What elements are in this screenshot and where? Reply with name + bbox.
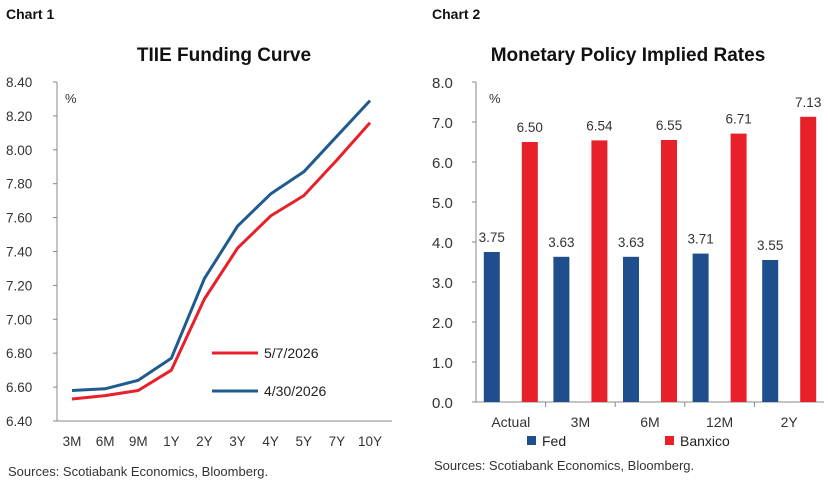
chart2-bar-banxico-1 bbox=[591, 140, 608, 402]
chart2-bar-fed-2 bbox=[623, 256, 639, 402]
chart1-title: TIIE Funding Curve bbox=[137, 45, 311, 66]
chart1-x-tick-label: 1Y bbox=[163, 434, 180, 449]
chart2-y-tick-label: 8.0 bbox=[432, 75, 453, 92]
chart2-x-tick-label: 12M bbox=[706, 414, 733, 430]
chart1-x-tick-label: 6M bbox=[96, 434, 115, 449]
chart2-legend-swatch-0 bbox=[527, 436, 536, 445]
chart2-y-tick-label: 2.0 bbox=[432, 315, 453, 332]
chart2-bar-fed-1 bbox=[553, 256, 570, 402]
chart2-x-tick-label: 6M bbox=[640, 414, 659, 430]
chart1-x-tick-label: 2Y bbox=[196, 434, 213, 449]
chart1-y-tick-label: 7.20 bbox=[6, 278, 32, 293]
chart1-x-tick-label: 10Y bbox=[358, 434, 382, 449]
chart2-y-tick-label: 1.0 bbox=[432, 355, 453, 372]
chart2-panel-label: Chart 2 bbox=[432, 6, 481, 22]
chart2-legend-label-1: Banxico bbox=[680, 433, 730, 449]
chart2-y-tick-label: 5.0 bbox=[432, 195, 453, 212]
chart2-x-tick-label: Actual bbox=[491, 414, 530, 430]
chart1-y-tick-label: 8.00 bbox=[6, 143, 32, 158]
chart2-legend-swatch-1 bbox=[665, 436, 674, 445]
chart2-y-unit: % bbox=[489, 91, 501, 106]
chart1-y-tick-label: 6.40 bbox=[6, 414, 32, 429]
chart1-series-line-1 bbox=[71, 99, 372, 392]
chart2-data-label-banxico-2: 6.55 bbox=[656, 118, 682, 133]
chart1-x-tick-label: 3M bbox=[63, 434, 82, 449]
chart2-source-note: Sources: Scotiabank Economics, Bloomberg… bbox=[434, 458, 695, 473]
chart1-series-line-0 bbox=[71, 121, 372, 401]
chart2-data-label-banxico-3: 6.71 bbox=[725, 112, 751, 127]
chart2-bar-fed-3 bbox=[692, 253, 709, 402]
chart2-bar-banxico-3 bbox=[730, 133, 747, 402]
chart2-y-tick-label: 3.0 bbox=[432, 275, 453, 292]
chart1-x-tick-label: 3Y bbox=[229, 434, 246, 449]
chart1-legend-label-0: 5/7/2026 bbox=[264, 345, 319, 361]
chart1-y-tick-label: 8.40 bbox=[6, 75, 32, 90]
chart2-y-tick-label: 7.0 bbox=[432, 115, 453, 132]
chart2-bar-banxico-0 bbox=[521, 142, 538, 402]
chart2-data-label-fed-2: 3.63 bbox=[618, 235, 644, 250]
chart2-data-label-fed-4: 3.55 bbox=[757, 238, 783, 253]
chart2-data-label-fed-3: 3.71 bbox=[687, 232, 713, 247]
chart1-y-tick-label: 6.80 bbox=[6, 346, 32, 361]
chart1-legend-label-1: 4/30/2026 bbox=[264, 383, 326, 399]
chart1-x-tick-label: 9M bbox=[129, 434, 148, 449]
chart2-y-tick-label: 0.0 bbox=[432, 395, 453, 412]
chart2-data-label-banxico-4: 7.13 bbox=[795, 95, 821, 110]
chart1-panel-label: Chart 1 bbox=[6, 6, 55, 22]
chart2-bar-banxico-4 bbox=[800, 116, 817, 403]
chart2-title: Monetary Policy Implied Rates bbox=[491, 45, 766, 66]
chart1-x-tick-label: 7Y bbox=[329, 434, 346, 449]
chart1-y-tick-label: 7.60 bbox=[6, 211, 32, 226]
chart1-x-tick-label: 4Y bbox=[262, 434, 279, 449]
chart2-bar-fed-4 bbox=[762, 260, 779, 402]
chart1-y-tick-label: 8.20 bbox=[6, 109, 32, 124]
chart2-x-tick-label: 3M bbox=[571, 414, 590, 430]
chart1-y-tick-label: 6.60 bbox=[6, 380, 32, 395]
chart1-source-note: Sources: Scotiabank Economics, Bloomberg… bbox=[8, 464, 269, 479]
chart2-data-label-banxico-1: 6.54 bbox=[586, 118, 613, 133]
chart2-y-tick-label: 4.0 bbox=[432, 235, 453, 252]
chart2-data-label-banxico-0: 6.50 bbox=[517, 120, 543, 135]
chart2-legend-label-0: Fed bbox=[542, 433, 566, 449]
chart2-y-tick-label: 6.0 bbox=[432, 155, 453, 172]
chart1-y-unit: % bbox=[65, 91, 77, 106]
chart2-bar-banxico-2 bbox=[661, 140, 677, 402]
chart1-y-tick-label: 7.00 bbox=[6, 312, 32, 327]
chart2-data-label-fed-0: 3.75 bbox=[479, 230, 505, 245]
chart2-bar-fed-0 bbox=[483, 252, 500, 402]
chart1-y-tick-label: 7.40 bbox=[6, 245, 32, 260]
chart1-y-tick-label: 7.80 bbox=[6, 177, 32, 192]
chart2-x-tick-label: 2Y bbox=[781, 414, 799, 430]
chart1-x-tick-label: 5Y bbox=[296, 434, 313, 449]
chart2-data-label-fed-1: 3.63 bbox=[548, 235, 574, 250]
